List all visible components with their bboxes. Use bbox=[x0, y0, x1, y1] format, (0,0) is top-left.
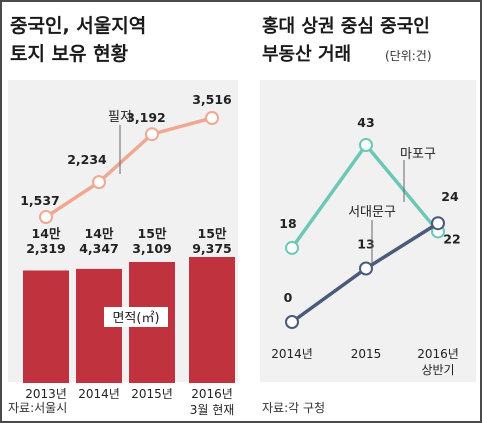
series-1-point-0 bbox=[285, 315, 299, 329]
line-point-1 bbox=[92, 175, 106, 190]
line-point-3 bbox=[205, 111, 219, 125]
series-1-point-2 bbox=[431, 216, 445, 231]
series-1-label-2: 24 bbox=[441, 189, 459, 204]
series-1-label-0: 0 bbox=[284, 290, 293, 305]
line-group: 1,537 2,234 3,192 3,516 필지 bbox=[20, 92, 232, 224]
right-x-tick-1: 2015 bbox=[351, 347, 382, 361]
bar-label-top-3: 15만 bbox=[198, 226, 227, 241]
left-panel: 중국인, 서울지역 토지 보유 현황 14만2,31914만4,34715만3,… bbox=[8, 15, 238, 417]
line-series-name: 필지 bbox=[108, 110, 132, 125]
line-point-0 bbox=[39, 210, 53, 224]
series-1-label-1: 13 bbox=[357, 236, 374, 251]
series-0-label-0: 18 bbox=[279, 216, 296, 231]
line-label-1: 2,234 bbox=[67, 152, 107, 167]
series-1-name: 서대문구 bbox=[348, 205, 396, 220]
bar-label-bottom-3: 9,375 bbox=[192, 241, 232, 256]
left-x-subtick-3: 3월 현재 bbox=[190, 403, 235, 417]
bar-label-top-1: 14만 bbox=[85, 226, 114, 241]
right-x-tick-0: 2014년 bbox=[271, 347, 313, 361]
bar-label-top-2: 15만 bbox=[138, 226, 167, 241]
bar-label-top-0: 14만 bbox=[32, 226, 61, 241]
left-x-tick-0: 2013년 bbox=[25, 387, 67, 401]
left-title-line2: 토지 보유 현황 bbox=[10, 42, 129, 65]
bar-3 bbox=[189, 257, 235, 383]
series-0-label-2: 22 bbox=[443, 231, 460, 246]
series-0-point-0 bbox=[285, 240, 299, 255]
left-x-axis: 2013년 2014년 2015년 2016년 3월 현재 bbox=[25, 387, 234, 417]
right-title-line1: 홍대 상권 중심 중국인 bbox=[262, 15, 430, 37]
right-x-tick-2: 2016년 bbox=[417, 347, 459, 361]
left-x-tick-1: 2014년 bbox=[78, 387, 120, 401]
series-0-label-1: 43 bbox=[357, 115, 374, 130]
line-label-3: 3,516 bbox=[192, 92, 232, 107]
bar-series-label-box bbox=[104, 307, 168, 327]
left-source: 자료:서울시 bbox=[8, 401, 67, 415]
series-0-name: 마포구 bbox=[400, 147, 436, 162]
bar-0 bbox=[23, 270, 69, 383]
line-label-0: 1,537 bbox=[20, 193, 60, 208]
bar-series-label-group: 면적(㎡) bbox=[104, 307, 168, 327]
line-label-2: 3,192 bbox=[126, 110, 166, 125]
right-title-line2: 부동산 거래 bbox=[262, 44, 351, 65]
right-unit-label: (단위:건) bbox=[385, 49, 432, 63]
left-x-tick-2: 2015년 bbox=[131, 387, 173, 401]
right-x-subtick-2: 상반기 bbox=[421, 363, 454, 377]
series-1-point-1 bbox=[359, 261, 373, 276]
bar-label-bottom-2: 3,109 bbox=[132, 241, 172, 256]
right-panel: 홍대 상권 중심 중국인 부동산 거래 (단위:건) 18 43 22 0 13 24 마포… bbox=[260, 15, 476, 415]
series-0-point-1 bbox=[359, 138, 373, 152]
bar-series-label: 면적(㎡) bbox=[112, 311, 159, 326]
line-series-path bbox=[45, 116, 213, 219]
right-source: 자료:각 구청 bbox=[262, 401, 325, 415]
bar-label-bottom-0: 2,319 bbox=[26, 241, 66, 256]
left-title-line1: 중국인, 서울지역 bbox=[10, 15, 146, 37]
bar-label-bottom-1: 4,347 bbox=[79, 241, 119, 256]
line-point-2 bbox=[145, 127, 159, 142]
left-x-tick-3: 2016년 bbox=[191, 387, 233, 401]
